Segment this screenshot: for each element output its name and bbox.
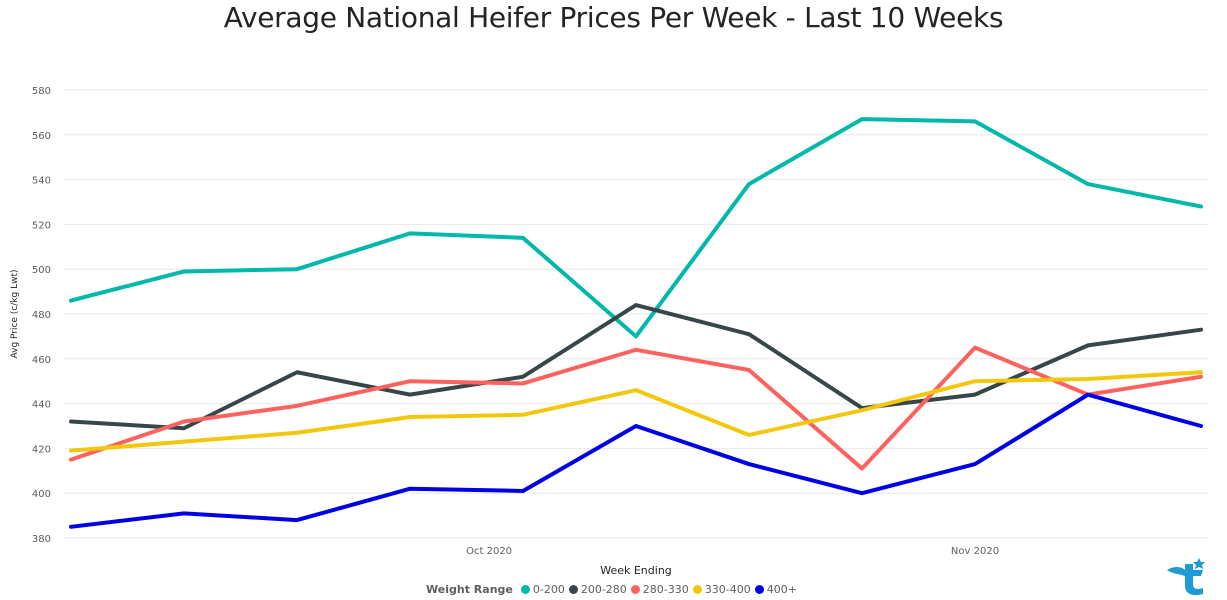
legend-label: 400+: [766, 583, 797, 596]
x-axis-title: Week Ending: [600, 564, 672, 577]
y-tick-label: 400: [32, 489, 51, 500]
legend-item: 280-330: [630, 583, 689, 596]
legend-item: 200-280: [568, 583, 627, 596]
brand-logo-icon: [1167, 558, 1205, 596]
legend-item: 330-400: [692, 583, 751, 596]
y-tick-label: 380: [32, 534, 51, 545]
x-tick-label: Nov 2020: [951, 546, 999, 557]
x-tick-label: Oct 2020: [466, 546, 512, 557]
legend-dot-icon: [520, 585, 530, 594]
series-line-280-330: [69, 345, 1203, 471]
y-axis-ticks: 380 400 420 440 460 480 500 520 540 560 580: [32, 86, 51, 545]
legend-title: Weight Range: [426, 583, 513, 596]
y-tick-label: 420: [32, 444, 51, 455]
legend-label: 280-330: [642, 583, 689, 596]
y-tick-label: 580: [32, 86, 51, 97]
legend-label: 330-400: [704, 583, 751, 596]
series-lines: [69, 117, 1203, 529]
chart-title: Average National Heifer Prices Per Week …: [223, 1, 1004, 34]
legend-dot-icon: [692, 585, 702, 594]
y-axis-title: Avg Price (c/kg Lwt): [10, 269, 20, 358]
y-tick-label: 540: [32, 176, 51, 187]
y-tick-label: 560: [32, 131, 51, 142]
x-axis-ticks: Oct 2020 Nov 2020: [466, 546, 999, 557]
gridlines: [63, 89, 1209, 539]
series-line-0-200: [69, 117, 1203, 339]
y-tick-label: 440: [32, 400, 51, 411]
y-tick-label: 500: [32, 265, 51, 276]
y-tick-label: 460: [32, 355, 51, 366]
legend-item: 400+: [754, 583, 797, 596]
legend-item: 0-200: [520, 583, 565, 596]
legend: Weight Range 0-200 200-280 280-330 330-400 4…: [0, 583, 1227, 596]
series-line-330-400: [69, 370, 1203, 453]
legend-dot-icon: [568, 585, 578, 594]
legend-label: 0-200: [532, 583, 565, 596]
legend-dot-icon: [754, 585, 764, 594]
series-line-200-280: [69, 303, 1203, 431]
y-tick-label: 520: [32, 220, 51, 231]
y-tick-label: 480: [32, 310, 51, 321]
legend-dot-icon: [630, 585, 640, 594]
series-line-400plus: [69, 392, 1203, 529]
legend-label: 200-280: [580, 583, 627, 596]
